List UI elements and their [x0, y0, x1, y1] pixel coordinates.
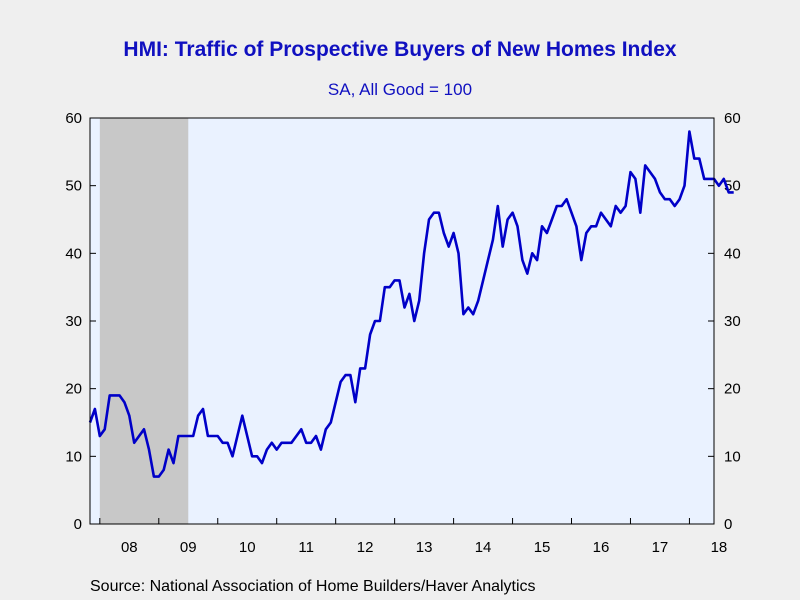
- plot-area: [90, 118, 714, 524]
- y-tick-label-right: 30: [724, 313, 741, 330]
- y-tick-label-left: 0: [74, 516, 82, 533]
- y-tick-label-right: 40: [724, 245, 741, 262]
- recession-band: [99, 118, 189, 524]
- y-tick-label-left: 30: [65, 313, 82, 330]
- series-line: [88, 130, 734, 478]
- x-tick-label: 18: [711, 539, 728, 556]
- y-tick-label-right: 10: [724, 448, 741, 465]
- x-tick-label: 13: [416, 539, 433, 556]
- x-tick-label: 16: [593, 539, 610, 556]
- x-tick-label: 15: [534, 539, 551, 556]
- x-tick-label: 09: [180, 539, 197, 556]
- chart-title: HMI: Traffic of Prospective Buyers of Ne…: [123, 38, 677, 61]
- x-tick-label: 17: [652, 539, 669, 556]
- x-axis: 08 09 10 11 12 13 14 15 16 17 18: [99, 518, 728, 556]
- y-tick-label-left: 50: [65, 178, 82, 195]
- x-tick-label: 14: [475, 539, 492, 556]
- y-tick-label-left: 60: [65, 110, 82, 127]
- y-tick-label-left: 20: [65, 381, 82, 398]
- plot-frame: [89, 117, 715, 525]
- y-tick-label-left: 40: [65, 245, 82, 262]
- x-tick-label: 10: [239, 539, 256, 556]
- y-tick-label-left: 10: [65, 448, 82, 465]
- x-tick-label: 08: [121, 539, 138, 556]
- y-tick-label-right: 20: [724, 381, 741, 398]
- chart-subtitle: SA, All Good = 100: [327, 80, 473, 99]
- x-tick-label: 12: [357, 539, 374, 556]
- source-note: Source: National Association of Home Bui…: [90, 578, 536, 595]
- x-tick-label: 11: [298, 539, 314, 556]
- y-tick-label-right: 60: [724, 110, 741, 127]
- y-tick-label-right: 0: [724, 516, 732, 533]
- left-axis: 0 10 20 30 40 50 60: [65, 110, 96, 533]
